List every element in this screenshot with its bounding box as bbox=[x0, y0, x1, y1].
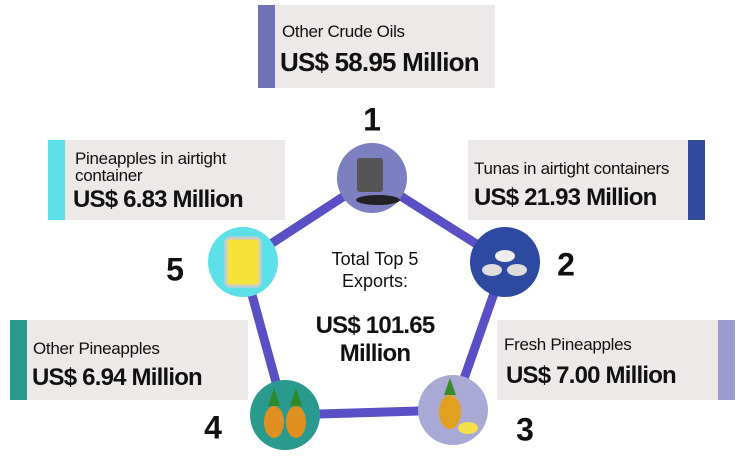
item-value: US$ 7.00 Million bbox=[506, 362, 677, 389]
rank: 1 bbox=[363, 101, 381, 138]
center-total: US$ 101.65 Million bbox=[315, 312, 436, 367]
item-name: Pineapples in airtight container bbox=[75, 149, 227, 185]
item-box: Fresh Pineapples US$ 7.00 Million bbox=[497, 320, 735, 400]
item-value: US$ 6.94 Million bbox=[32, 364, 203, 391]
accent-bar bbox=[48, 140, 65, 220]
accent-bar bbox=[688, 140, 705, 220]
icon-oil bbox=[337, 143, 407, 213]
item-box: Other Crude Oils US$ 58.95 Million bbox=[258, 5, 495, 88]
item-box: Pineapples in airtight container US$ 6.8… bbox=[48, 140, 285, 220]
item-value: US$ 58.95 Million bbox=[280, 47, 480, 77]
item-value: US$ 21.93 Million bbox=[474, 184, 657, 211]
item-name: Other Crude Oils bbox=[282, 22, 405, 41]
item-name: Tunas in airtight containers bbox=[474, 159, 670, 178]
item-box: Tunas in airtight containers US$ 21.93 M… bbox=[468, 140, 705, 220]
rank: 4 bbox=[204, 409, 222, 446]
item-name: Fresh Pineapples bbox=[504, 335, 632, 354]
rank: 5 bbox=[166, 251, 184, 288]
accent-bar bbox=[10, 320, 27, 400]
accent-bar bbox=[718, 320, 735, 400]
rank: 2 bbox=[557, 246, 575, 283]
icon-canned-pineapple bbox=[208, 227, 278, 297]
icon-fresh-pineapple bbox=[418, 375, 488, 445]
icon-tuna bbox=[470, 227, 540, 297]
item-name: Other Pineapples bbox=[33, 339, 160, 358]
rank: 3 bbox=[516, 411, 534, 448]
accent-bar bbox=[258, 5, 275, 88]
icon-pineapples bbox=[250, 380, 320, 450]
item-value: US$ 6.83 Million bbox=[73, 186, 244, 213]
item-box: Other Pineapples US$ 6.94 Million bbox=[10, 320, 248, 400]
center-label: Total Top 5 Exports: bbox=[331, 249, 419, 291]
